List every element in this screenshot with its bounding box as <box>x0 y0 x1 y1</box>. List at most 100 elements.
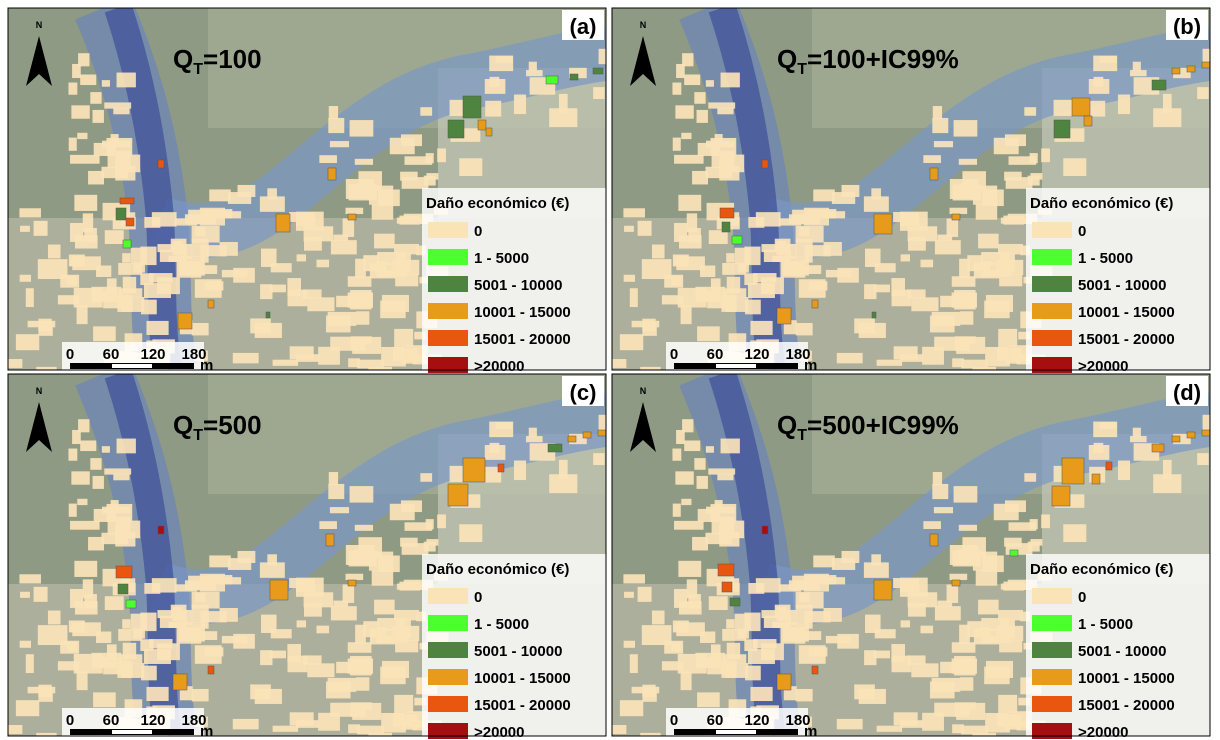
legend-label: 0 <box>474 589 482 606</box>
building <box>744 613 760 632</box>
legend-label: 1 - 5000 <box>474 250 529 267</box>
building <box>799 645 826 664</box>
building <box>228 558 251 570</box>
building <box>393 347 406 361</box>
damaged-building <box>348 580 356 586</box>
building <box>146 687 168 701</box>
title-sub: T <box>797 427 807 444</box>
building <box>303 655 322 664</box>
legend-title: Daño económico (€) <box>1030 561 1173 578</box>
building <box>859 323 886 338</box>
building <box>195 645 222 664</box>
building <box>953 184 981 200</box>
building <box>954 486 978 503</box>
legend-title: Daño económico (€) <box>1030 195 1173 212</box>
building <box>255 689 282 704</box>
building <box>70 223 83 242</box>
building <box>307 297 334 311</box>
north-label: N <box>36 386 43 396</box>
building <box>123 277 136 293</box>
building <box>1006 543 1033 555</box>
legend-swatch <box>1032 222 1072 238</box>
building <box>1118 460 1130 480</box>
building <box>664 275 683 288</box>
building <box>343 585 355 603</box>
building <box>485 445 506 460</box>
building <box>1041 514 1050 528</box>
building <box>397 584 422 590</box>
building <box>745 666 761 681</box>
damaged-building <box>568 436 576 442</box>
building <box>233 634 255 649</box>
building <box>832 558 855 570</box>
panel-label: (a) <box>570 14 597 39</box>
damaged-building <box>116 566 132 578</box>
legend-swatch <box>428 696 468 712</box>
scale-unit: m <box>804 357 817 374</box>
legend-swatch <box>1032 615 1072 631</box>
building <box>141 300 157 315</box>
building <box>330 703 358 717</box>
title-main: Q <box>173 44 193 74</box>
building <box>273 726 299 732</box>
building <box>336 296 356 307</box>
damaged-building <box>1052 486 1070 506</box>
title-sub: T <box>193 427 203 444</box>
building <box>185 214 206 223</box>
building <box>953 550 981 566</box>
building <box>756 578 781 592</box>
building <box>260 196 285 211</box>
building <box>77 499 87 505</box>
building <box>984 301 1010 319</box>
building <box>397 218 422 224</box>
building <box>121 663 144 678</box>
legend-title: Daño económico (€) <box>426 195 569 212</box>
building <box>674 260 682 266</box>
damaged-building <box>158 160 164 168</box>
title-rest: =100+IC99% <box>807 44 959 74</box>
scale-label: 0 <box>670 712 678 729</box>
building <box>998 329 1017 347</box>
damaged-building <box>178 313 192 329</box>
building <box>346 208 364 214</box>
scale-unit: m <box>804 723 817 740</box>
building <box>60 275 79 288</box>
building <box>923 155 941 163</box>
building <box>370 263 396 279</box>
building <box>940 662 960 673</box>
damaged-building <box>930 168 938 180</box>
building <box>1118 94 1130 114</box>
building <box>489 56 513 72</box>
building <box>935 240 961 254</box>
damaged-building <box>583 432 591 438</box>
scale-label: 120 <box>140 346 165 363</box>
legend-swatch <box>1032 276 1072 292</box>
building <box>1006 177 1033 189</box>
map-panel: NQT=100+IC99%(b)Daño económico (€)01 - 5… <box>612 8 1220 387</box>
damaged-building <box>762 526 768 534</box>
building <box>1130 436 1147 442</box>
building <box>123 643 136 659</box>
building <box>875 263 896 272</box>
building <box>105 230 124 244</box>
building <box>349 184 377 200</box>
building <box>8 359 22 368</box>
building <box>559 94 568 113</box>
damaged-building <box>486 128 492 136</box>
building <box>744 639 757 651</box>
building <box>394 244 419 254</box>
building <box>355 259 366 278</box>
damaged-building <box>1152 444 1164 452</box>
building <box>1024 473 1036 482</box>
building <box>70 589 83 608</box>
building <box>623 208 645 217</box>
scale-bar-segment <box>716 364 756 368</box>
building <box>96 265 111 276</box>
building <box>319 155 337 163</box>
damaged-building <box>1202 62 1210 68</box>
damaged-building <box>718 564 734 576</box>
building <box>974 629 1000 645</box>
building <box>370 629 396 645</box>
building <box>893 578 902 588</box>
building <box>74 195 97 211</box>
